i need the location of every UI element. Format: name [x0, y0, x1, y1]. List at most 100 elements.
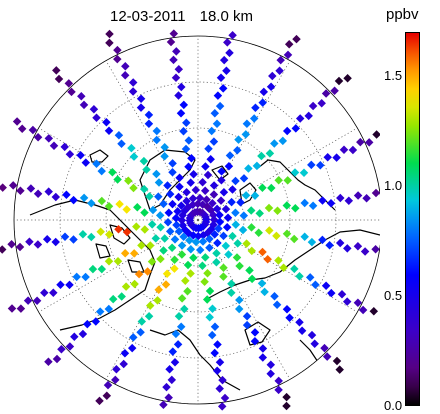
measurement-point	[40, 288, 49, 297]
measurement-point	[219, 55, 229, 65]
measurement-point	[274, 376, 283, 386]
measurement-point	[342, 297, 352, 306]
measurement-point	[142, 165, 151, 174]
measurement-point	[169, 55, 178, 65]
coastline-iceland	[89, 149, 109, 163]
measurement-point	[65, 149, 75, 159]
measurement-point	[64, 79, 74, 88]
measurement-point	[210, 230, 219, 239]
measurement-point	[251, 103, 260, 113]
measurement-point	[284, 39, 294, 49]
measurement-point	[221, 241, 231, 251]
measurement-point	[166, 37, 176, 47]
measurement-point	[195, 245, 205, 255]
measurement-point	[164, 393, 173, 402]
measurement-point	[171, 329, 181, 339]
measurement-point	[113, 54, 122, 64]
measurement-point	[205, 286, 215, 296]
measurement-point	[208, 199, 217, 208]
measurement-point	[172, 220, 181, 230]
measurement-point	[7, 239, 16, 249]
measurement-point	[137, 317, 147, 326]
measurement-point	[122, 205, 131, 214]
measurement-point	[164, 208, 174, 218]
measurement-point	[215, 384, 224, 393]
measurement-point	[162, 269, 172, 279]
measurement-point	[203, 170, 213, 180]
measurement-point	[145, 192, 154, 201]
measurement-point	[146, 241, 155, 250]
measurement-point	[332, 153, 341, 162]
measurement-point	[183, 260, 193, 270]
measurement-point	[216, 73, 226, 83]
measurement-point	[129, 152, 139, 161]
measurement-point	[242, 311, 252, 321]
measurement-point	[219, 231, 228, 241]
measurement-point	[202, 195, 211, 204]
measurement-point	[60, 232, 70, 241]
measurement-point	[104, 256, 114, 266]
measurement-point	[120, 349, 130, 358]
measurement-point	[353, 241, 363, 251]
measurement-point	[356, 137, 365, 147]
measurement-point	[212, 249, 221, 258]
measurement-point	[322, 352, 332, 361]
measurement-point	[311, 280, 320, 289]
measurement-point	[285, 313, 294, 323]
measurement-point	[212, 119, 222, 129]
measurement-point	[228, 185, 237, 194]
measurement-point	[272, 300, 282, 310]
measurement-point	[232, 253, 242, 262]
measurement-point	[241, 130, 251, 139]
measurement-point	[121, 62, 130, 71]
measurement-point	[165, 227, 175, 236]
measurement-point	[156, 223, 165, 232]
measurement-point	[111, 375, 120, 385]
measurement-point	[128, 87, 138, 96]
measurement-point	[56, 280, 65, 290]
measurement-point	[224, 161, 234, 171]
measurement-point	[242, 239, 251, 248]
colorbar	[405, 32, 420, 406]
measurement-point	[238, 225, 248, 235]
measurement-point	[272, 231, 281, 241]
measurement-point	[181, 276, 190, 285]
measurement-point	[205, 243, 214, 253]
measurement-point	[343, 244, 352, 253]
measurement-point	[300, 232, 309, 242]
measurement-point	[120, 71, 130, 80]
measurement-point	[152, 169, 161, 179]
measurement-point	[227, 197, 236, 207]
measurement-point	[215, 101, 225, 111]
measurement-point	[186, 269, 195, 278]
measurement-point	[49, 288, 58, 298]
measurement-point	[212, 257, 221, 267]
measurement-point	[16, 186, 25, 195]
measurement-point	[242, 119, 252, 128]
measurement-point	[170, 235, 180, 244]
measurement-point	[291, 124, 301, 133]
measurement-point	[200, 186, 210, 196]
measurement-point	[0, 245, 7, 254]
measurement-point	[270, 292, 279, 301]
measurement-point	[92, 113, 101, 123]
measurement-point	[176, 322, 186, 331]
measurement-point	[114, 224, 123, 234]
measurement-point	[250, 337, 260, 346]
measurement-point	[33, 240, 43, 249]
measurement-point	[270, 139, 279, 148]
measurement-point	[72, 272, 81, 282]
measurement-point	[128, 78, 138, 87]
measurement-point	[177, 250, 187, 259]
measurement-point	[228, 231, 237, 241]
measurement-point	[235, 295, 244, 305]
measurement-point	[113, 175, 122, 184]
measurement-point	[69, 235, 78, 244]
measurement-point	[222, 222, 232, 232]
measurement-point	[371, 188, 380, 198]
measurement-point	[179, 232, 188, 241]
measurement-point	[139, 184, 149, 194]
measurement-point	[258, 353, 268, 362]
measurement-point	[147, 220, 157, 229]
measurement-point	[12, 117, 22, 126]
